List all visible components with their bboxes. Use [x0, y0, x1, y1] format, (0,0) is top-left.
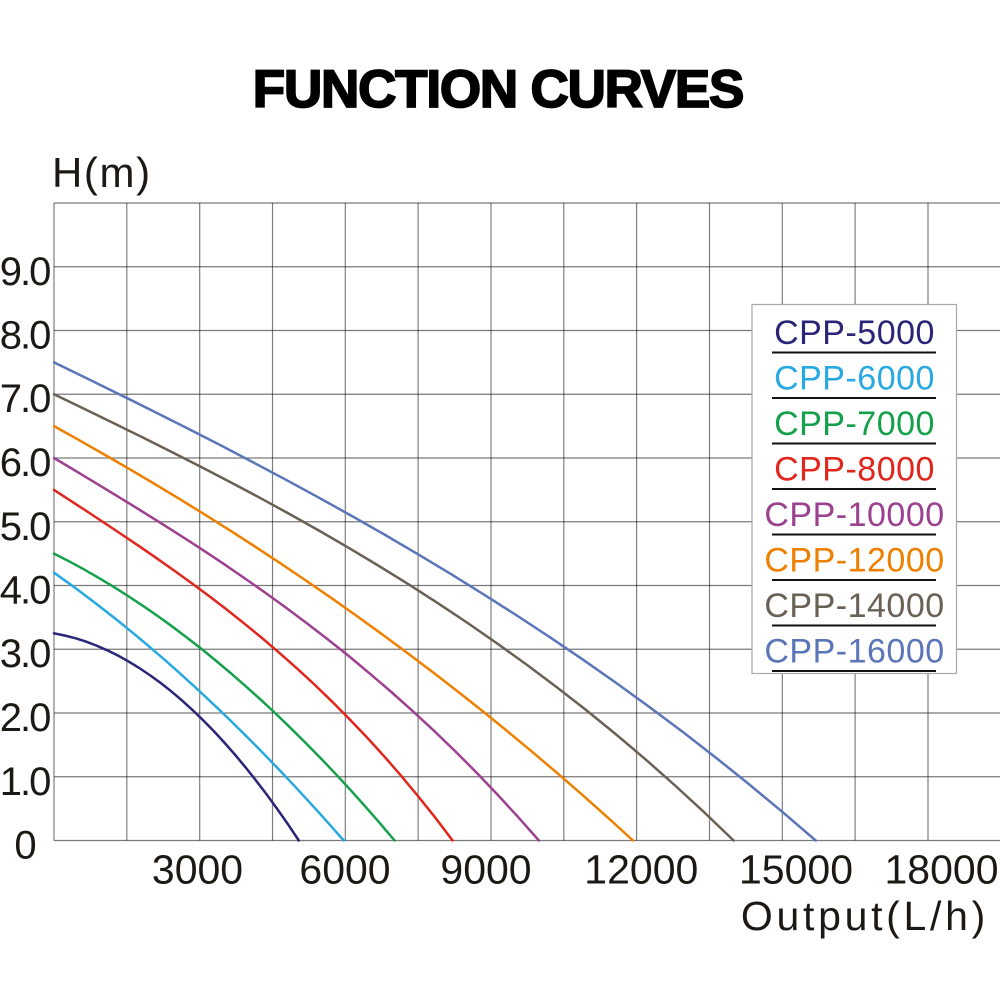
- svg-text:18000: 18000: [884, 846, 998, 892]
- svg-text:CPP-10000: CPP-10000: [764, 496, 944, 534]
- svg-text:CPP-8000: CPP-8000: [774, 451, 935, 489]
- svg-text:15000: 15000: [739, 846, 853, 892]
- svg-text:1.0: 1.0: [0, 760, 50, 804]
- svg-text:3000: 3000: [152, 846, 243, 892]
- svg-text:CPP-14000: CPP-14000: [764, 587, 944, 625]
- svg-text:CPP-6000: CPP-6000: [774, 360, 935, 398]
- svg-text:2.0: 2.0: [0, 696, 50, 740]
- svg-text:CPP-12000: CPP-12000: [764, 542, 944, 580]
- svg-text:5.0: 5.0: [0, 505, 50, 549]
- svg-text:FUNCTION CURVES: FUNCTION CURVES: [253, 60, 743, 119]
- svg-text:12000: 12000: [584, 846, 698, 892]
- svg-text:6.0: 6.0: [0, 441, 50, 485]
- svg-text:4.0: 4.0: [0, 569, 50, 613]
- svg-text:6000: 6000: [299, 846, 390, 892]
- svg-text:H(m): H(m): [52, 149, 152, 196]
- svg-text:CPP-16000: CPP-16000: [764, 633, 944, 671]
- svg-text:7.0: 7.0: [0, 377, 50, 421]
- svg-text:8.0: 8.0: [0, 314, 50, 358]
- svg-text:3.0: 3.0: [0, 632, 50, 676]
- svg-text:Output(L/h): Output(L/h): [741, 893, 989, 939]
- svg-text:9.0: 9.0: [0, 250, 50, 294]
- svg-text:CPP-5000: CPP-5000: [774, 314, 935, 352]
- svg-text:9000: 9000: [440, 846, 531, 892]
- svg-text:0: 0: [14, 824, 35, 868]
- svg-text:CPP-7000: CPP-7000: [774, 405, 935, 443]
